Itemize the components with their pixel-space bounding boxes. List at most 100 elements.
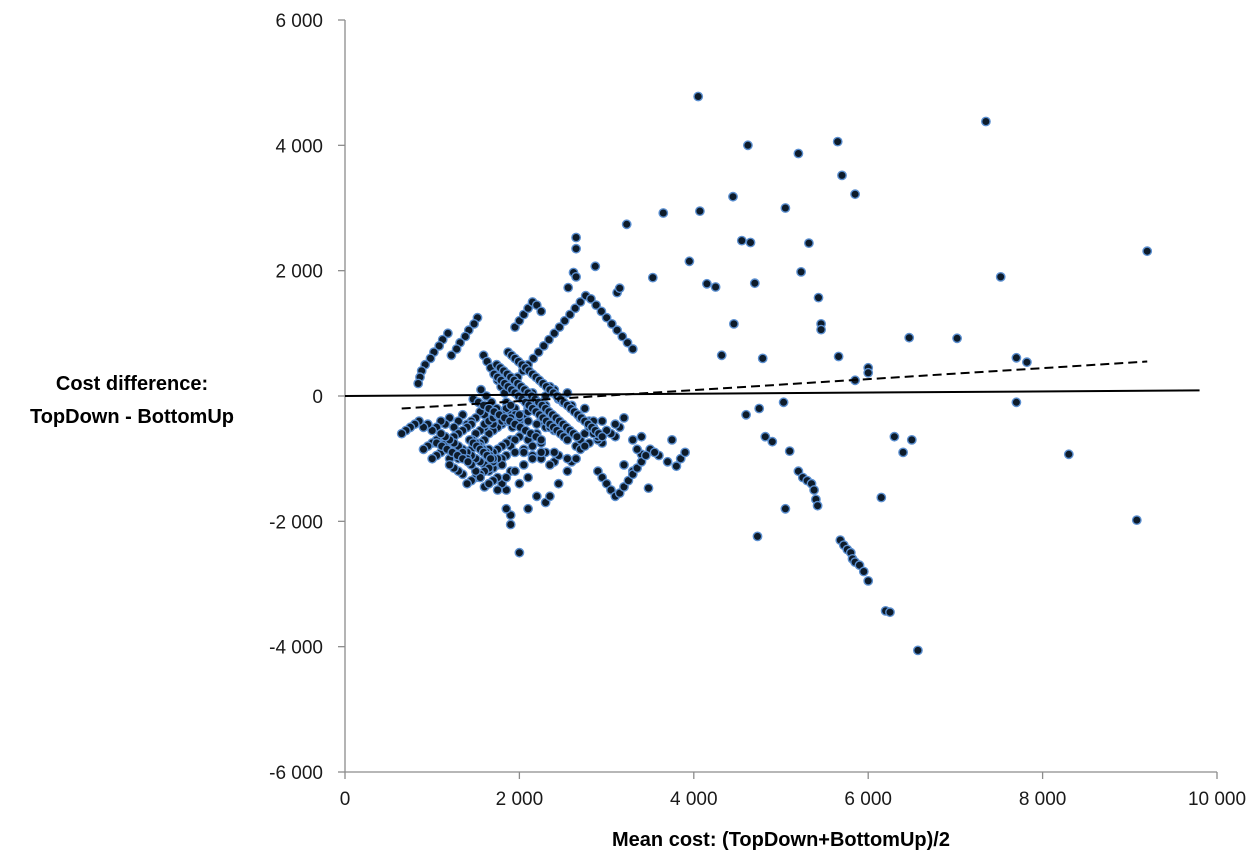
data-point bbox=[514, 547, 525, 558]
data-point bbox=[812, 500, 823, 511]
data-point bbox=[501, 472, 512, 483]
data-point bbox=[702, 278, 712, 289]
data-point bbox=[741, 409, 751, 420]
data-point bbox=[518, 447, 529, 458]
data-point bbox=[579, 441, 590, 451]
data-point bbox=[833, 351, 844, 362]
data-point bbox=[1131, 515, 1142, 525]
data-point bbox=[597, 416, 608, 426]
y-ticks: 6 000 4 000 2 000 0 -2 000 -4 000 -6 000 bbox=[269, 11, 345, 784]
data-point bbox=[632, 444, 642, 455]
data-point bbox=[549, 328, 560, 339]
data-point bbox=[636, 431, 647, 442]
data-point bbox=[728, 191, 738, 202]
data-point bbox=[778, 397, 789, 408]
data-point bbox=[793, 148, 804, 159]
data-point bbox=[816, 324, 826, 335]
data-point bbox=[545, 491, 555, 502]
data-point bbox=[619, 412, 629, 423]
data-point bbox=[736, 235, 747, 246]
data-point bbox=[523, 503, 533, 514]
data-point bbox=[610, 419, 621, 430]
data-point bbox=[754, 403, 765, 414]
data-point bbox=[1011, 352, 1022, 363]
data-point bbox=[863, 576, 874, 586]
data-point bbox=[545, 459, 555, 470]
x-tick-label: 6 000 bbox=[844, 789, 892, 810]
data-point bbox=[476, 384, 486, 395]
data-point bbox=[562, 434, 573, 445]
data-point bbox=[913, 645, 923, 656]
data-point bbox=[562, 453, 573, 464]
data-point bbox=[757, 353, 768, 364]
data-point bbox=[562, 466, 573, 477]
data-point bbox=[619, 459, 629, 470]
axes: 0 2 000 4 000 6 000 8 000 10 000 6 000 4 000 2 … bbox=[269, 11, 1246, 810]
data-point bbox=[898, 447, 908, 458]
data-point bbox=[570, 303, 581, 314]
x-axis-title: Mean cost: (TopDown+BottomUp)/2 bbox=[612, 829, 950, 851]
data-point bbox=[767, 436, 778, 447]
data-point bbox=[612, 325, 622, 336]
data-point bbox=[586, 293, 596, 304]
data-point bbox=[710, 282, 721, 292]
data-point bbox=[885, 607, 895, 618]
data-point bbox=[590, 261, 601, 272]
data-point bbox=[596, 306, 607, 317]
data-point bbox=[647, 272, 658, 283]
reference-line-solid bbox=[344, 389, 1200, 397]
data-point bbox=[1022, 357, 1032, 368]
x-tick-label: 4 000 bbox=[670, 789, 718, 810]
data-point bbox=[531, 491, 542, 502]
data-point bbox=[434, 340, 445, 351]
data-point bbox=[597, 431, 608, 442]
data-point bbox=[553, 478, 564, 489]
data-point bbox=[571, 232, 581, 243]
x-tick-label: 2 000 bbox=[496, 789, 544, 810]
data-point bbox=[784, 446, 795, 456]
data-point bbox=[809, 485, 819, 495]
data-point bbox=[693, 91, 704, 102]
y-tick-label: 2 000 bbox=[275, 262, 323, 283]
data-point bbox=[571, 271, 581, 282]
data-point bbox=[850, 189, 860, 200]
data-point bbox=[549, 447, 560, 458]
data-point bbox=[514, 478, 525, 489]
data-point bbox=[667, 434, 677, 445]
data-point bbox=[533, 347, 544, 357]
data-point bbox=[752, 531, 763, 542]
x-tick-label: 8 000 bbox=[1019, 789, 1067, 810]
data-point bbox=[396, 428, 407, 439]
data-point bbox=[837, 170, 847, 181]
y-tick-label: 0 bbox=[312, 387, 323, 408]
data-point bbox=[804, 238, 814, 249]
data-point bbox=[505, 400, 516, 411]
data-point bbox=[451, 344, 462, 354]
data-point bbox=[514, 409, 525, 420]
data-point bbox=[485, 453, 496, 464]
data-point bbox=[876, 492, 887, 503]
data-point bbox=[858, 566, 869, 577]
data-point bbox=[571, 453, 581, 464]
data-point bbox=[463, 456, 473, 467]
data-point bbox=[418, 444, 429, 455]
data-point bbox=[501, 503, 512, 514]
data-point bbox=[527, 453, 538, 464]
data-point bbox=[510, 447, 520, 458]
data-point bbox=[863, 367, 874, 378]
data-point bbox=[531, 419, 542, 430]
data-point bbox=[579, 403, 590, 414]
data-point bbox=[643, 483, 654, 493]
data-point bbox=[427, 453, 438, 464]
x-ticks: 0 2 000 4 000 6 000 8 000 10 000 bbox=[340, 772, 1246, 810]
data-point bbox=[649, 447, 660, 458]
data-point bbox=[743, 140, 753, 151]
data-point bbox=[442, 328, 453, 339]
data-point bbox=[729, 318, 739, 329]
y-tick-label: 6 000 bbox=[275, 11, 323, 32]
data-point bbox=[536, 434, 547, 445]
x-tick-label: 0 bbox=[340, 789, 351, 810]
data-point bbox=[904, 332, 915, 343]
data-point bbox=[562, 387, 573, 398]
y-tick-label: -2 000 bbox=[269, 512, 323, 533]
